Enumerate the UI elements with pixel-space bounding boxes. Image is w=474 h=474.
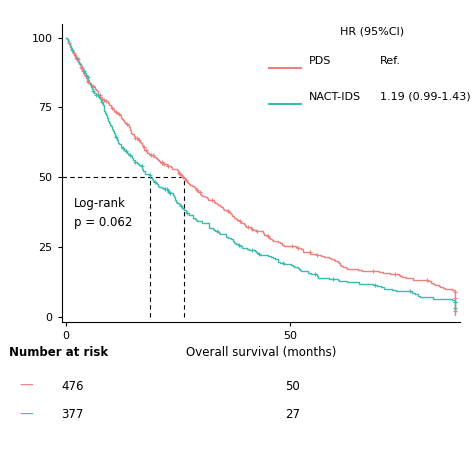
Text: Number at risk: Number at risk — [9, 346, 109, 359]
Text: 27: 27 — [285, 408, 300, 421]
Text: 476: 476 — [61, 380, 84, 393]
Text: HR (95%CI): HR (95%CI) — [340, 27, 404, 36]
Text: —: — — [19, 379, 33, 393]
Text: Ref.: Ref. — [380, 56, 401, 66]
Text: PDS: PDS — [309, 56, 331, 66]
Text: 377: 377 — [61, 408, 84, 421]
Text: 50: 50 — [285, 380, 300, 393]
X-axis label: Overall survival (months): Overall survival (months) — [185, 346, 336, 358]
Text: Log-rank
p = 0.062: Log-rank p = 0.062 — [73, 197, 132, 229]
Text: NACT-IDS: NACT-IDS — [309, 92, 361, 102]
Text: —: — — [19, 408, 33, 422]
Text: 1.19 (0.99-1.43): 1.19 (0.99-1.43) — [380, 92, 471, 102]
